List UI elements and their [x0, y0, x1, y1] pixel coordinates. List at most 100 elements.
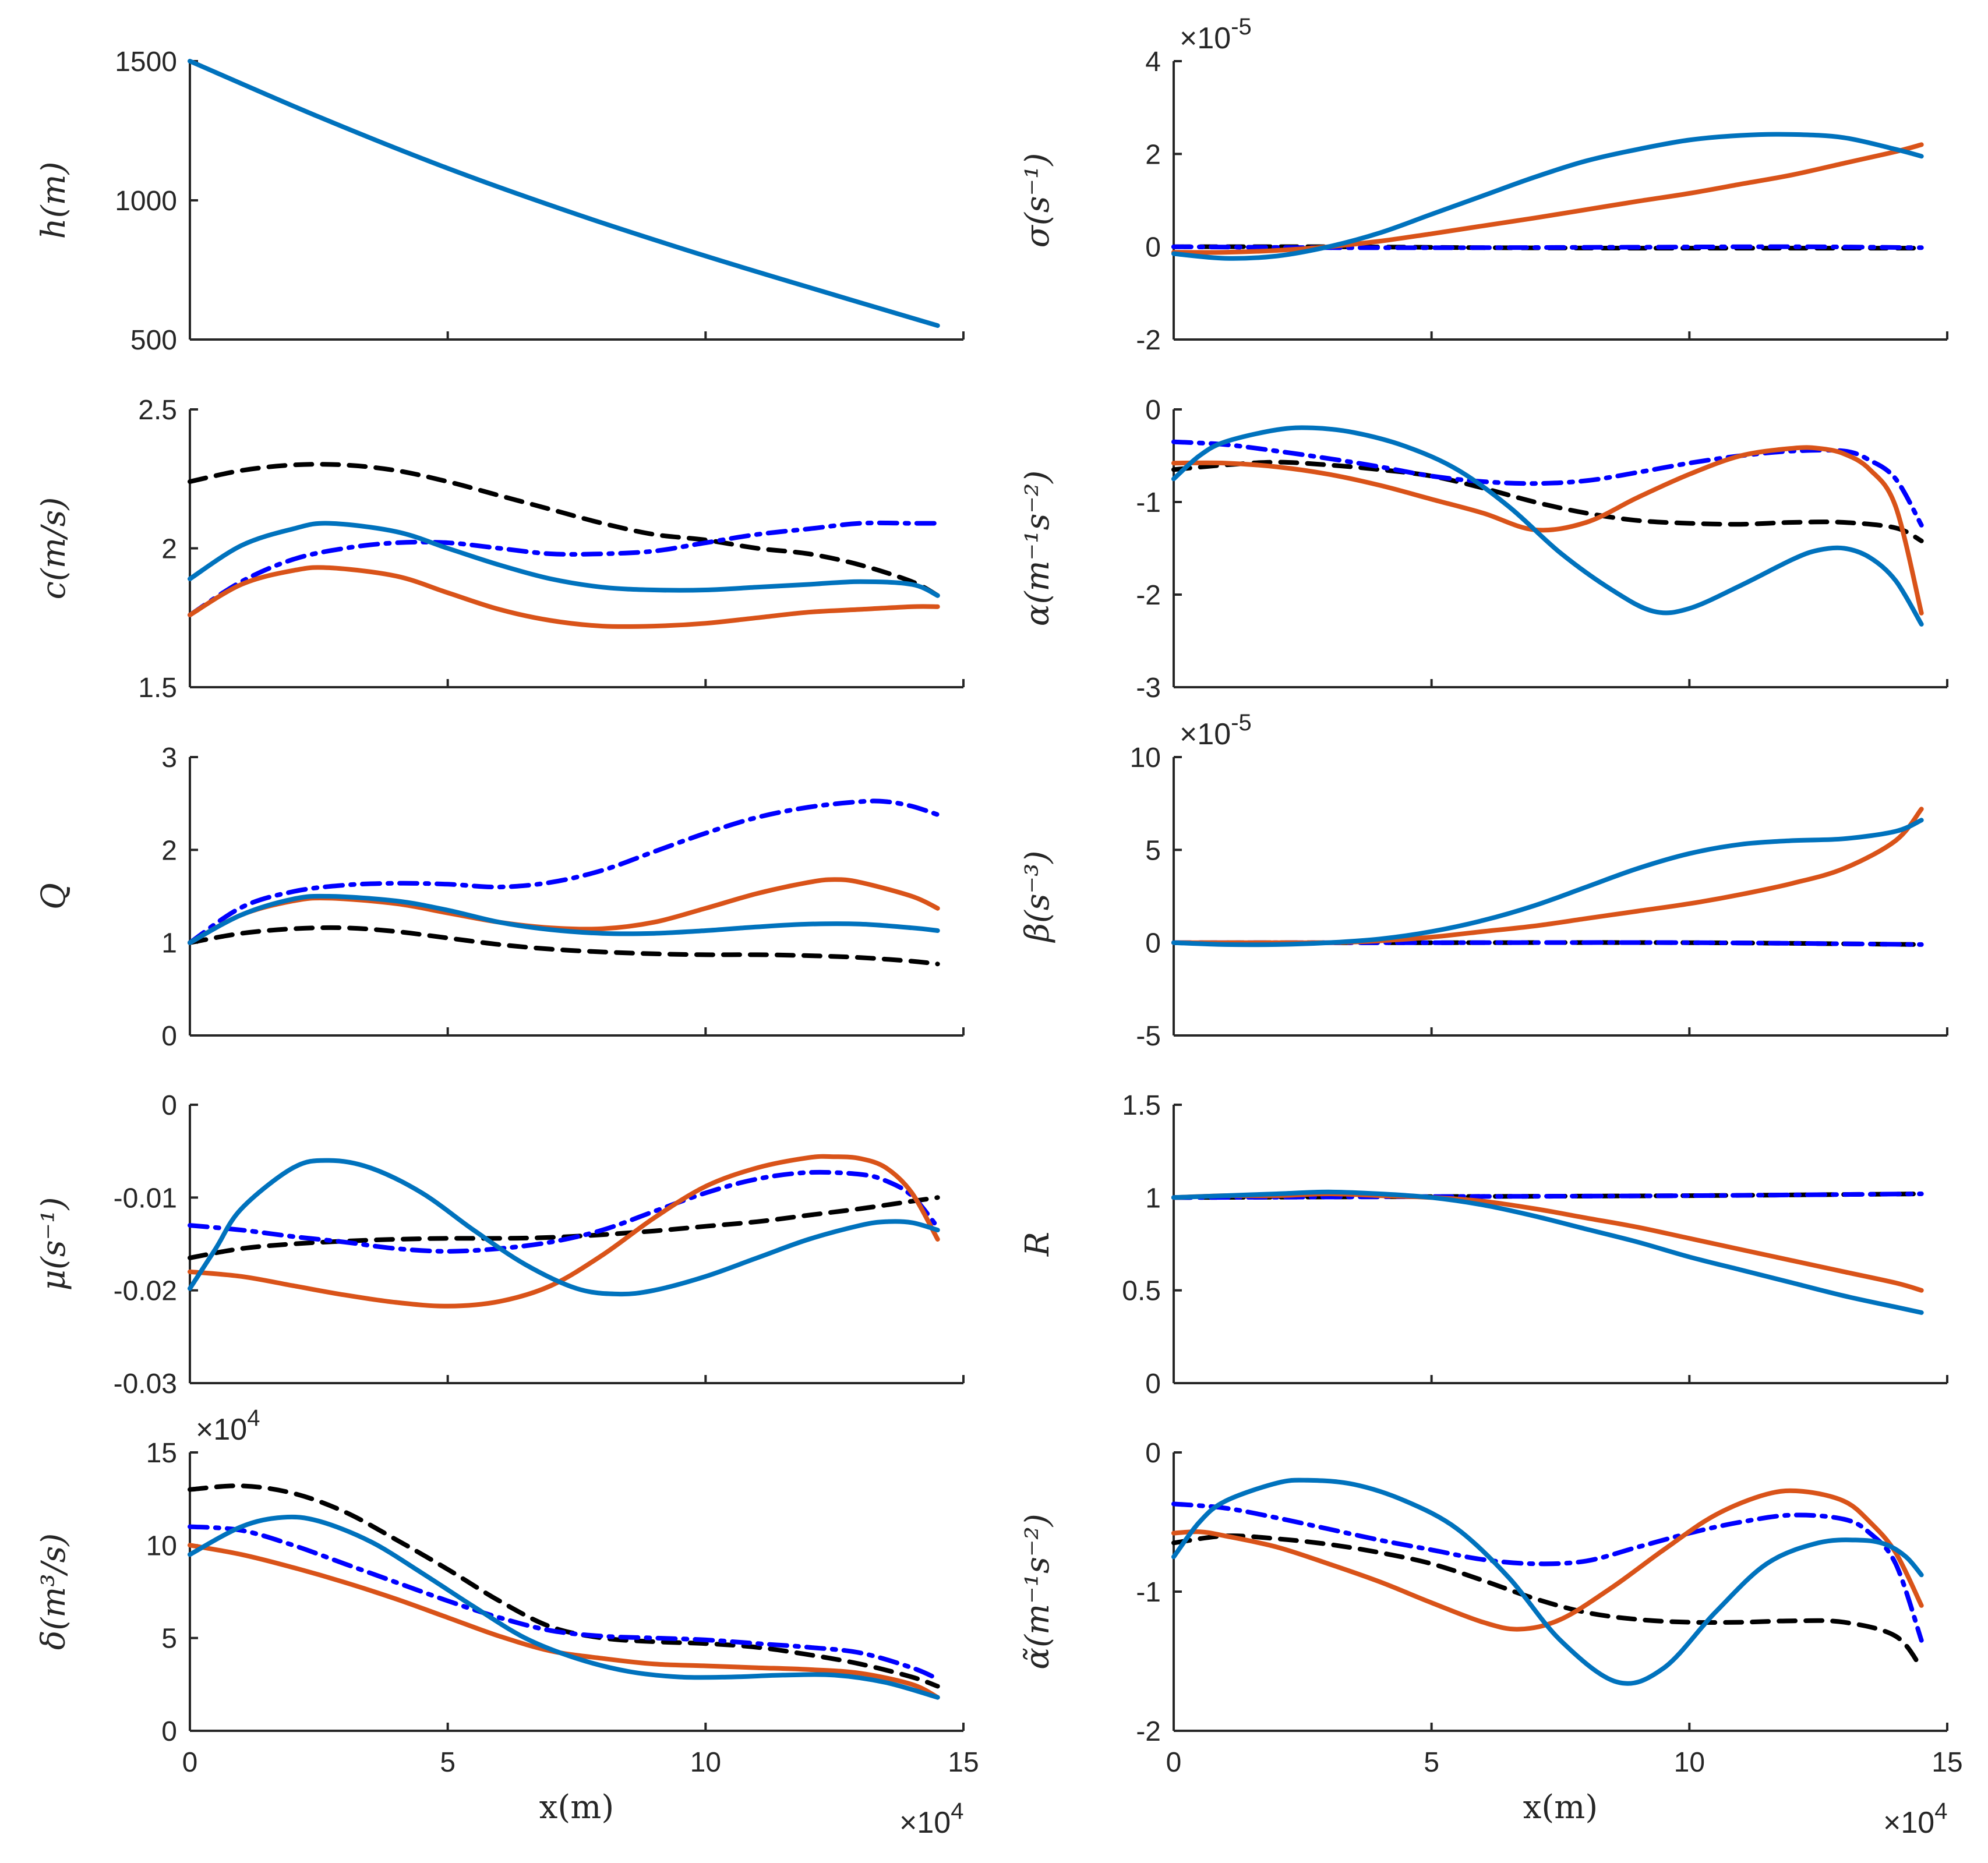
y-tick-label: 0 — [161, 1090, 177, 1121]
x-tick-label: 15 — [1931, 1747, 1962, 1778]
y-tick-label: 500 — [130, 325, 177, 356]
y-tick-label: 2 — [161, 534, 177, 565]
y-axis-title: α(m⁻¹s⁻²) — [1019, 471, 1057, 626]
y-tick-label: 1.5 — [138, 673, 177, 704]
series-line-orange — [1171, 142, 1924, 255]
y-exponent-label: ×10-5 — [1180, 14, 1252, 55]
y-axis-title: Q — [35, 883, 73, 910]
y-tick-label: 4 — [1145, 47, 1161, 77]
y-tick-label: -1 — [1136, 487, 1161, 518]
y-tick-label: 0 — [161, 1716, 177, 1747]
x-tick-label: 10 — [690, 1747, 721, 1778]
y-tick-label: 2 — [161, 835, 177, 866]
series-line-orange — [1171, 807, 1924, 945]
series-line-dashdot — [188, 1524, 940, 1681]
series-line-blue — [188, 893, 940, 945]
y-axis-title: δ(m³/s) — [35, 1533, 73, 1650]
y-tick-label: 2.5 — [138, 395, 177, 426]
series-line-blue — [188, 1158, 940, 1297]
y-tick-label: -0.03 — [114, 1369, 177, 1399]
y-tick-label: -1 — [1136, 1577, 1161, 1608]
x-axis-title: x(m) — [1523, 1788, 1598, 1826]
y-tick-label: 0 — [1145, 1369, 1161, 1399]
y-axis-title: c(m/s) — [35, 497, 73, 600]
series-line-orange — [188, 565, 940, 629]
subplot-9: 0 5 10 15 0 5 10 15 ×104 ×104 δ(m³/s) x(m) — [35, 1405, 979, 1840]
series-line-black — [188, 1195, 940, 1260]
y-tick-label: -0.02 — [114, 1276, 177, 1307]
series-line-orange — [1171, 1192, 1924, 1293]
y-tick-label: 0 — [1145, 1438, 1161, 1469]
y-tick-label: 1 — [1145, 1183, 1161, 1214]
series-line-black — [1171, 459, 1924, 543]
series-line-orange — [1171, 1488, 1924, 1632]
y-exponent-label: ×10-5 — [1180, 710, 1252, 751]
y-tick-label: 1.5 — [1122, 1090, 1161, 1121]
y-exponent-label: ×104 — [196, 1405, 260, 1447]
subplot-6: -5 0 5 10 ×10-5 β(s⁻³) — [1019, 710, 1948, 1052]
series-line-blue — [1171, 1189, 1924, 1315]
series-line-orange — [188, 1154, 940, 1309]
series-line-blue — [1171, 1477, 1924, 1686]
series-line-blue — [188, 521, 940, 598]
series-line-black — [188, 462, 940, 598]
y-axis-title: α̃(m⁻¹s⁻²) — [1019, 1514, 1057, 1669]
y-tick-label: 10 — [1130, 743, 1161, 773]
y-tick-label: -0.01 — [114, 1183, 177, 1214]
y-tick-label: 2 — [1145, 139, 1161, 170]
y-tick-label: 15 — [146, 1438, 177, 1469]
series-line-dashdot — [188, 520, 940, 617]
y-tick-label: -5 — [1136, 1021, 1161, 1052]
series-line-dashdot — [1171, 439, 1924, 528]
y-tick-label: 10 — [146, 1530, 177, 1561]
series-line-blue — [1171, 425, 1924, 627]
series-line-dashdot — [1171, 940, 1924, 947]
x-tick-label: 0 — [1166, 1747, 1182, 1778]
x-exponent-label: ×104 — [899, 1798, 963, 1840]
subplot-1: 500 1000 1500 h(m) — [35, 47, 965, 356]
x-tick-label: 5 — [1424, 1747, 1439, 1778]
series-line-black — [1171, 1533, 1924, 1671]
y-tick-label: 1000 — [115, 186, 177, 217]
series-line-h — [188, 59, 940, 328]
y-tick-label: 0 — [1145, 395, 1161, 426]
x-tick-label: 10 — [1674, 1747, 1705, 1778]
subplot-8: 0 0.5 1 1.5 R — [1019, 1090, 1948, 1399]
y-tick-label: 0 — [161, 1021, 177, 1052]
x-tick-label: 15 — [948, 1747, 979, 1778]
x-axis-title: x(m) — [539, 1788, 614, 1826]
series-line-blue — [188, 1514, 940, 1700]
y-axis-title: σ(s⁻¹) — [1019, 153, 1057, 248]
y-tick-label: 5 — [1145, 835, 1161, 866]
series-line-dashdot — [1171, 1192, 1924, 1200]
series-line-blue — [1171, 818, 1924, 948]
series-line-orange — [1171, 445, 1924, 616]
y-axis-title: β(s⁻³) — [1019, 851, 1057, 943]
y-tick-label: 1 — [161, 928, 177, 959]
subplot-5: 0 1 2 3 Q — [35, 743, 965, 1052]
y-tick-label: 3 — [161, 743, 177, 773]
y-tick-label: 5 — [161, 1624, 177, 1655]
series-line-black — [188, 925, 940, 967]
x-tick-label: 0 — [182, 1747, 198, 1778]
x-exponent-label: ×104 — [1883, 1798, 1947, 1840]
y-axis-title: R — [1019, 1232, 1057, 1257]
y-tick-label: 0 — [1145, 928, 1161, 959]
y-axis-title: h(m) — [35, 162, 73, 239]
subplot-2: -2 0 2 4 ×10-5 σ(s⁻¹) — [1019, 14, 1948, 356]
series-line-dashdot — [1171, 1501, 1924, 1643]
y-axis-title: μ(s⁻¹) — [35, 1197, 73, 1291]
y-tick-label: 1500 — [115, 47, 177, 77]
subplot-10: -2 -1 0 0 5 10 15 ×104 α̃(m⁻¹s⁻²) x(m) — [1019, 1438, 1963, 1840]
y-tick-label: 0 — [1145, 232, 1161, 263]
series-line-dashdot — [188, 798, 940, 945]
y-tick-label: -2 — [1136, 325, 1161, 356]
y-tick-label: 0.5 — [1122, 1276, 1161, 1307]
series-line-dashdot — [188, 1169, 940, 1254]
y-tick-label: -2 — [1136, 1716, 1161, 1747]
x-tick-label: 5 — [440, 1747, 455, 1778]
y-tick-label: -2 — [1136, 580, 1161, 611]
subplot-4: -3 -2 -1 0 α(m⁻¹s⁻²) — [1019, 395, 1948, 704]
series-line-blue — [1171, 132, 1924, 261]
